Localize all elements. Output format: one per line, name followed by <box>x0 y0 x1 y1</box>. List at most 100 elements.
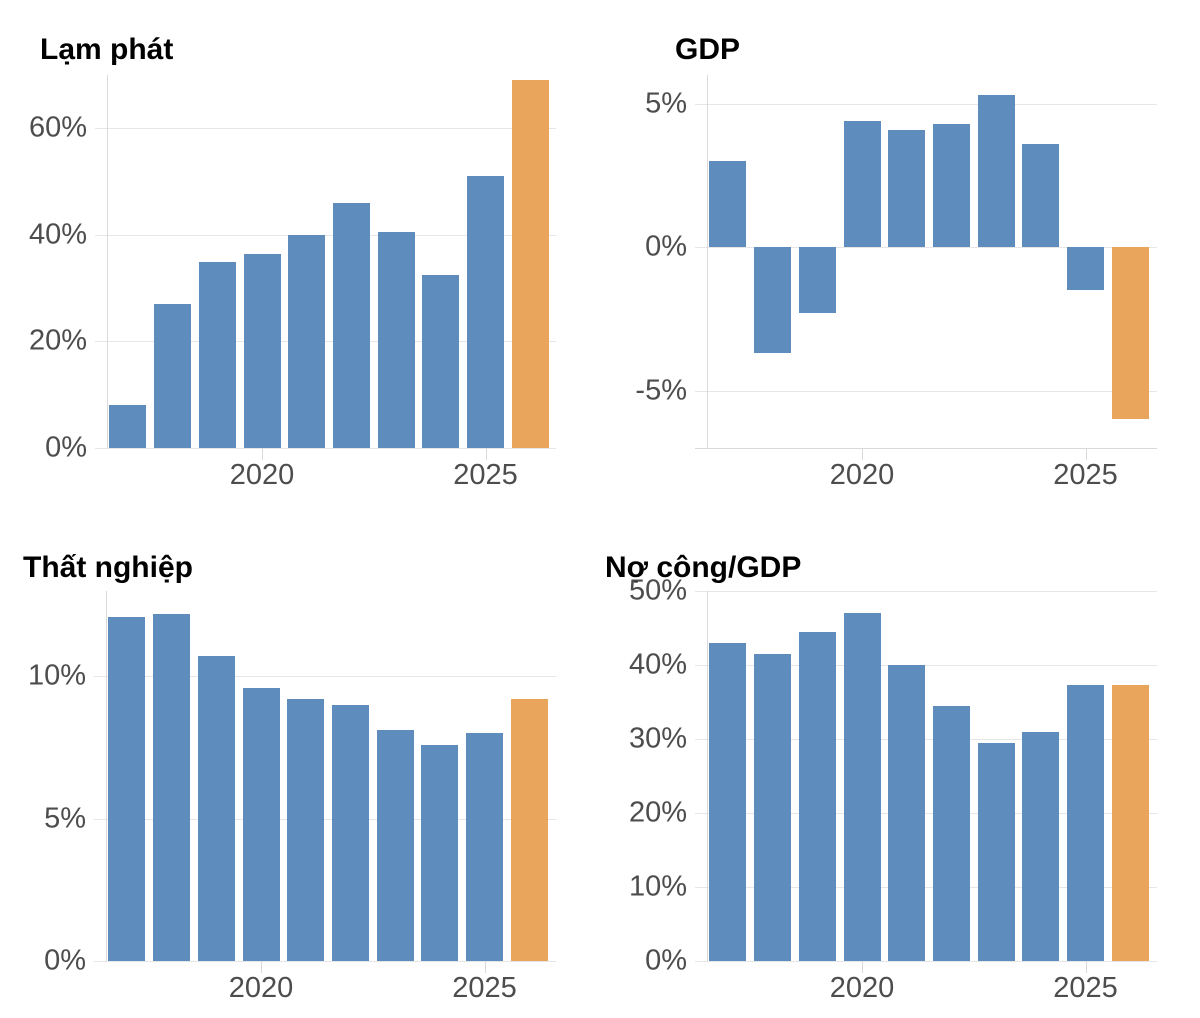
bar-2018 <box>754 247 792 354</box>
chart-title-gdp: GDP <box>675 33 741 66</box>
x-tick-label: 2020 <box>229 459 295 491</box>
x-axis-line <box>695 448 1157 449</box>
y-tick-label: 40% <box>628 648 687 681</box>
bar-2021 <box>888 665 926 961</box>
y-tick-label: 5% <box>645 87 687 120</box>
x-axis-tick-2020 <box>262 448 263 460</box>
bar-2019 <box>197 656 235 961</box>
bar-2017 <box>709 161 747 248</box>
gridline-40% <box>695 665 1157 666</box>
bar-2023 <box>977 742 1015 961</box>
gridline-0% <box>695 247 1157 249</box>
x-tick-label: 2025 <box>1053 459 1118 491</box>
bar-2019 <box>798 631 836 961</box>
y-tick-label: 0% <box>645 230 687 263</box>
x-tick-label: 2025 <box>452 972 517 1004</box>
bar-2024 <box>421 744 459 961</box>
y-tick-label: 50% <box>628 574 687 607</box>
bar-2019 <box>798 247 836 314</box>
bar-2025 <box>1067 247 1104 291</box>
x-tick-label: 2020 <box>829 459 895 491</box>
bar-2022 <box>331 704 369 961</box>
plot-area-gdp: -5% 0% 5% 2020 2025 <box>635 75 1157 490</box>
bar-2020 <box>242 687 280 961</box>
gridline-5% <box>94 818 556 820</box>
bar-2022 <box>932 123 970 248</box>
gridline-10% <box>94 676 556 678</box>
bar-2023 <box>977 95 1015 248</box>
bar-2024 <box>422 274 460 448</box>
gridline-0% <box>695 961 1157 962</box>
y-tick-label: 5% <box>44 802 86 835</box>
bar-2019 <box>198 261 236 448</box>
y-tick-label: 30% <box>628 722 687 755</box>
x-axis-tick-2020 <box>862 961 863 973</box>
bar-2020 <box>843 120 881 248</box>
y-tick-label: 10% <box>628 870 687 903</box>
x-tick-label: 2025 <box>453 459 518 491</box>
gridline-60% <box>95 128 556 130</box>
bar-2022 <box>932 705 970 961</box>
bar-2017 <box>709 642 747 961</box>
y-tick-label: 0% <box>44 944 86 977</box>
gridline-40% <box>95 234 556 236</box>
bar-2022 <box>332 202 370 448</box>
gridline-20% <box>95 341 556 343</box>
bar-2025 <box>466 733 503 961</box>
y-axis-line <box>107 75 108 448</box>
bar-2018 <box>153 613 191 961</box>
bar-2023 <box>376 730 414 961</box>
gridline-0% <box>95 448 556 449</box>
y-axis-line <box>707 75 708 448</box>
gridline-30% <box>695 739 1157 740</box>
x-axis-tick-2025 <box>1085 448 1087 460</box>
bar-2025 <box>1067 684 1104 961</box>
bar-2026 <box>510 699 548 961</box>
bar-2020 <box>843 613 881 961</box>
y-tick-label: 10% <box>27 659 86 692</box>
bar-2021 <box>287 699 325 961</box>
bar-2018 <box>754 653 792 961</box>
bar-2024 <box>1022 731 1060 961</box>
bar-2024 <box>1022 143 1060 248</box>
x-axis-tick-2020 <box>862 448 863 460</box>
chart-title-lam-phat: Lạm phát <box>40 33 174 66</box>
chart-title-no-cong-gdp: Nợ công/GDP <box>605 551 802 584</box>
bar-2026 <box>511 80 549 448</box>
y-tick-label: 20% <box>628 796 687 829</box>
y-tick-label: 60% <box>28 111 87 144</box>
gridline-20% <box>695 813 1157 814</box>
y-tick-label: 0% <box>45 431 87 464</box>
bar-2021 <box>888 129 926 248</box>
gridline-50% <box>695 591 1157 592</box>
plot-area-no-cong-gdp: 0% 10% 20% 30% 40% 50% 2020 2025 <box>629 576 1157 1003</box>
x-axis-tick-2025 <box>485 448 487 460</box>
chart-title-that-nghiep: Thất nghiệp <box>23 551 193 584</box>
gridline-10% <box>695 887 1157 888</box>
y-tick-label: -5% <box>635 374 687 407</box>
y-tick-label: 40% <box>28 218 87 251</box>
bar-2026 <box>1111 684 1149 961</box>
y-tick-label: 20% <box>28 324 87 357</box>
y-tick-label: 0% <box>645 944 687 977</box>
bar-2025 <box>467 176 504 448</box>
x-tick-label: 2025 <box>1053 972 1118 1004</box>
gridline-5% <box>695 103 1157 105</box>
bar-2021 <box>288 234 326 448</box>
bar-2018 <box>154 304 192 448</box>
x-axis-tick-2020 <box>261 961 262 973</box>
y-axis-line <box>106 591 107 961</box>
gridline-0% <box>94 961 556 962</box>
bar-2020 <box>243 253 281 448</box>
x-tick-label: 2020 <box>829 972 895 1004</box>
plot-area-that-nghiep: 0% 5% 10% 2020 2025 <box>28 591 556 1003</box>
x-axis-tick-2025 <box>1085 961 1087 973</box>
bar-2023 <box>377 232 415 448</box>
bar-2017 <box>108 616 146 961</box>
x-tick-label: 2020 <box>228 972 294 1004</box>
bar-2017 <box>109 405 147 448</box>
bar-2026 <box>1111 247 1149 420</box>
gridline--5% <box>695 390 1157 392</box>
y-axis-line <box>707 591 708 961</box>
